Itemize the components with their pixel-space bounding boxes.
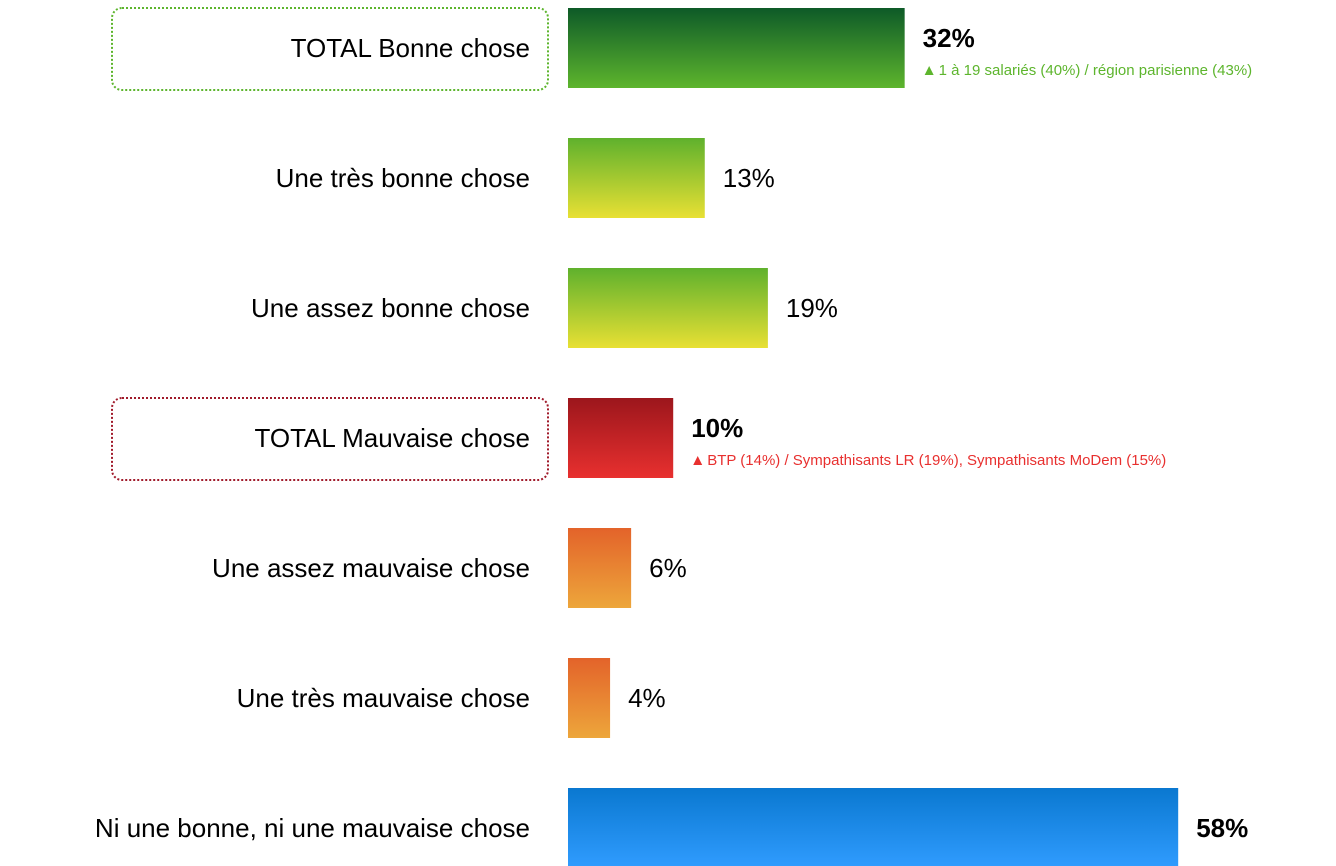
value-label: 4% bbox=[628, 683, 666, 713]
bar bbox=[568, 788, 1179, 866]
value-label: 19% bbox=[786, 293, 838, 323]
bar bbox=[568, 138, 705, 218]
bar bbox=[568, 528, 632, 608]
bar bbox=[568, 658, 611, 738]
value-label: 13% bbox=[723, 163, 775, 193]
note: 1 à 19 salariés (40%) / région parisienn… bbox=[939, 62, 1253, 79]
label-outline bbox=[111, 7, 549, 91]
note: BTP (14%) / Sympathisants LR (19%), Symp… bbox=[707, 452, 1166, 469]
value-label: 32% bbox=[923, 23, 975, 53]
category-label: TOTAL Mauvaise chose bbox=[254, 423, 530, 453]
value-label: 58% bbox=[1196, 813, 1248, 843]
note-arrow bbox=[924, 66, 934, 75]
value-label: 6% bbox=[649, 553, 687, 583]
bar bbox=[568, 268, 768, 348]
category-label: TOTAL Bonne chose bbox=[291, 33, 530, 63]
category-label: Une très bonne chose bbox=[276, 163, 530, 193]
category-label: Une très mauvaise chose bbox=[237, 683, 530, 713]
value-label: 10% bbox=[691, 413, 743, 443]
bar bbox=[568, 398, 674, 478]
note-arrow bbox=[693, 456, 703, 465]
category-label: Ni une bonne, ni une mauvaise chose bbox=[95, 813, 530, 843]
category-label: Une assez mauvaise chose bbox=[212, 553, 530, 583]
label-outline bbox=[111, 397, 549, 481]
bar bbox=[568, 8, 905, 88]
category-label: Une assez bonne chose bbox=[251, 293, 530, 323]
